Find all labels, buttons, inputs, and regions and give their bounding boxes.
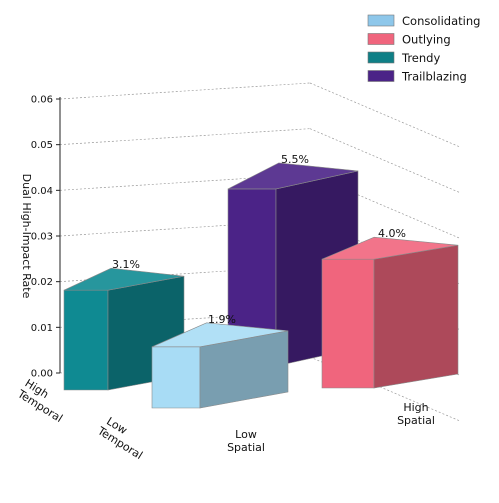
bar-top: [227, 162, 359, 190]
y-axis-label: Dual High-Impact Rate: [20, 174, 33, 299]
bar-top: [151, 322, 289, 348]
bar-face-left: [321, 258, 375, 389]
legend-label: Trailblazing: [401, 70, 467, 84]
gridline-side: [309, 128, 461, 193]
legend-swatch: [367, 14, 395, 27]
x-tick-label: LowTemporal: [94, 413, 151, 462]
bar-layer: [63, 162, 459, 409]
bar-consolidating: [151, 322, 289, 409]
bar-face-left: [151, 346, 201, 409]
legend-swatch: [367, 51, 395, 64]
legend-label: Consolidating: [402, 14, 480, 28]
gridline-side: [309, 174, 461, 239]
data-label: 3.1%: [112, 258, 140, 271]
z-tick-label: 0.04: [31, 186, 53, 197]
data-label: 5.5%: [281, 153, 309, 166]
gridline-back: [59, 82, 311, 100]
x-tick-label: HighTemporal: [14, 376, 71, 425]
y-tick-label: High Spatial: [397, 401, 435, 427]
gridline-side: [309, 356, 461, 422]
legend-label: Outlying: [402, 33, 451, 47]
z-tick-label: 0.00: [31, 369, 53, 380]
z-tick-label: 0.03: [31, 232, 53, 243]
gridline-side: [309, 82, 461, 148]
y-tick-label: Low Spatial: [227, 428, 265, 454]
legend-swatch: [367, 33, 395, 45]
legend: Consolidating Outlying Trendy Trailblazing: [367, 14, 480, 84]
bar-top: [63, 267, 185, 291]
legend-label: Trendy: [401, 51, 440, 65]
bar-face-right: [373, 244, 459, 389]
z-tick-label: 0.02: [31, 277, 53, 288]
legend-swatch: [367, 70, 395, 82]
z-tick-label: 0.06: [31, 95, 53, 106]
data-label: 4.0%: [378, 227, 406, 240]
data-label: 1.9%: [208, 313, 236, 326]
z-tick-label: 0.05: [31, 140, 53, 151]
bar-face-left: [63, 289, 109, 391]
axis-layer: [56, 97, 61, 374]
z-tick-label: 0.01: [31, 323, 53, 334]
bar-top: [321, 236, 459, 260]
gridline-back: [59, 128, 311, 146]
bar-outlying: [321, 236, 459, 389]
